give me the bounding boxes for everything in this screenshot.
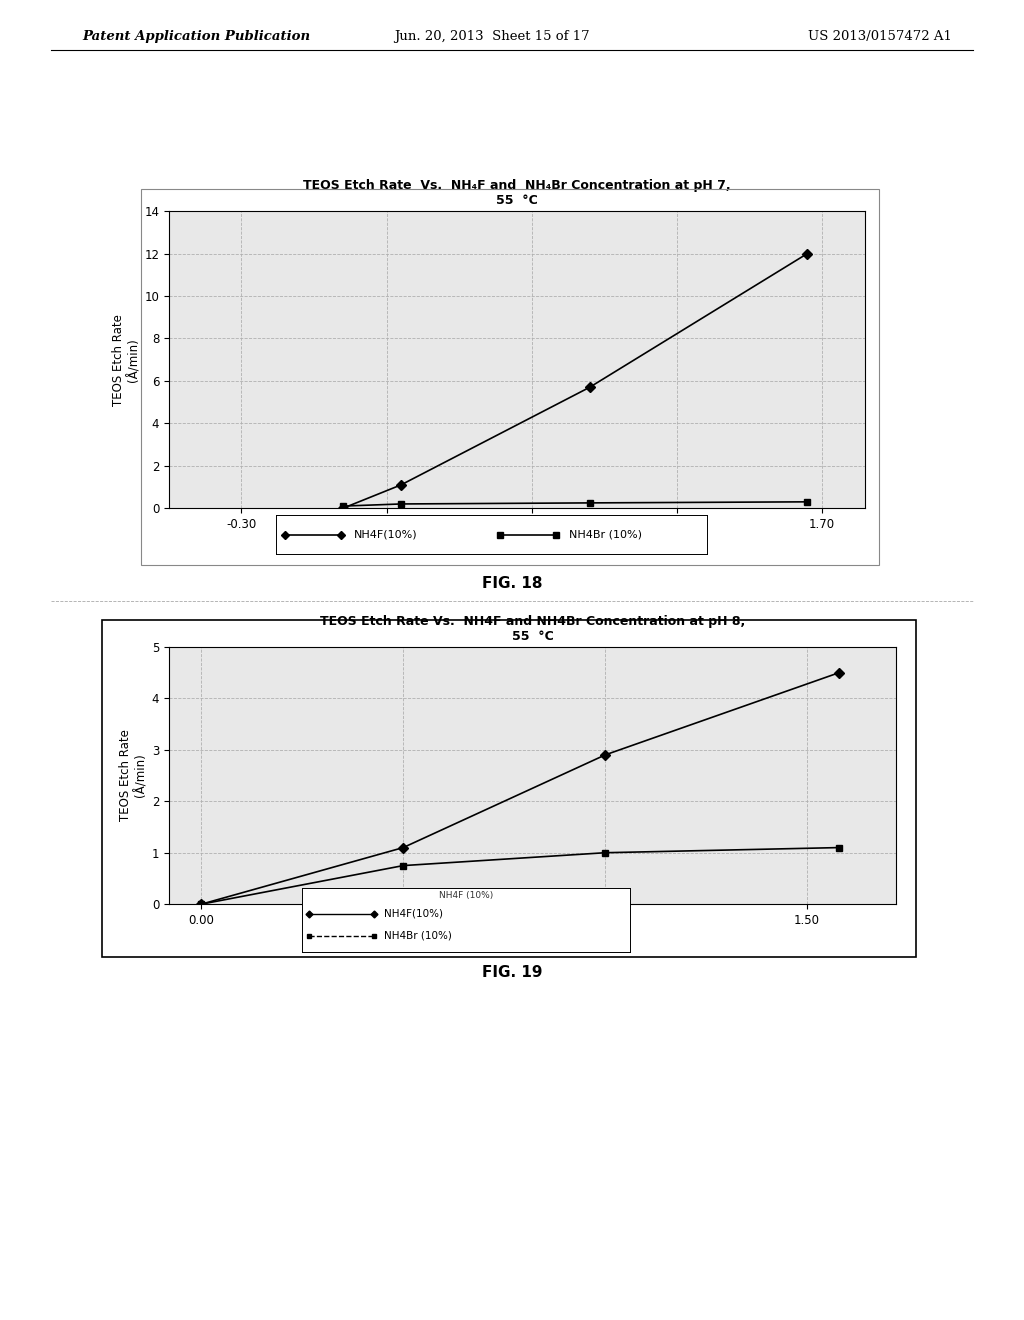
Text: NH4F (10%): NH4F (10%) bbox=[439, 891, 493, 900]
Y-axis label: TEOS Etch Rate
(Å/min): TEOS Etch Rate (Å/min) bbox=[119, 730, 147, 821]
Title: TEOS Etch Rate  Vs.  NH₄F and  NH₄Br Concentration at pH 7,
55  °C: TEOS Etch Rate Vs. NH₄F and NH₄Br Concen… bbox=[303, 180, 731, 207]
Text: NH4F(10%): NH4F(10%) bbox=[384, 908, 443, 919]
Text: NH4F(10%): NH4F(10%) bbox=[354, 529, 418, 540]
Text: Jun. 20, 2013  Sheet 15 of 17: Jun. 20, 2013 Sheet 15 of 17 bbox=[393, 30, 590, 44]
Text: NH4Br (10%): NH4Br (10%) bbox=[384, 931, 452, 941]
Text: FIG. 18: FIG. 18 bbox=[481, 576, 543, 591]
Text: FIG. 19: FIG. 19 bbox=[481, 965, 543, 981]
Title: TEOS Etch Rate Vs.  NH4F and NH4Br Concentration at pH 8,
55  °C: TEOS Etch Rate Vs. NH4F and NH4Br Concen… bbox=[319, 615, 745, 643]
Text: Patent Application Publication: Patent Application Publication bbox=[82, 30, 310, 44]
Y-axis label: TEOS Etch Rate
(Å/min): TEOS Etch Rate (Å/min) bbox=[112, 314, 140, 405]
Text: US 2013/0157472 A1: US 2013/0157472 A1 bbox=[808, 30, 952, 44]
Text: NH4Br (10%): NH4Br (10%) bbox=[569, 529, 642, 540]
